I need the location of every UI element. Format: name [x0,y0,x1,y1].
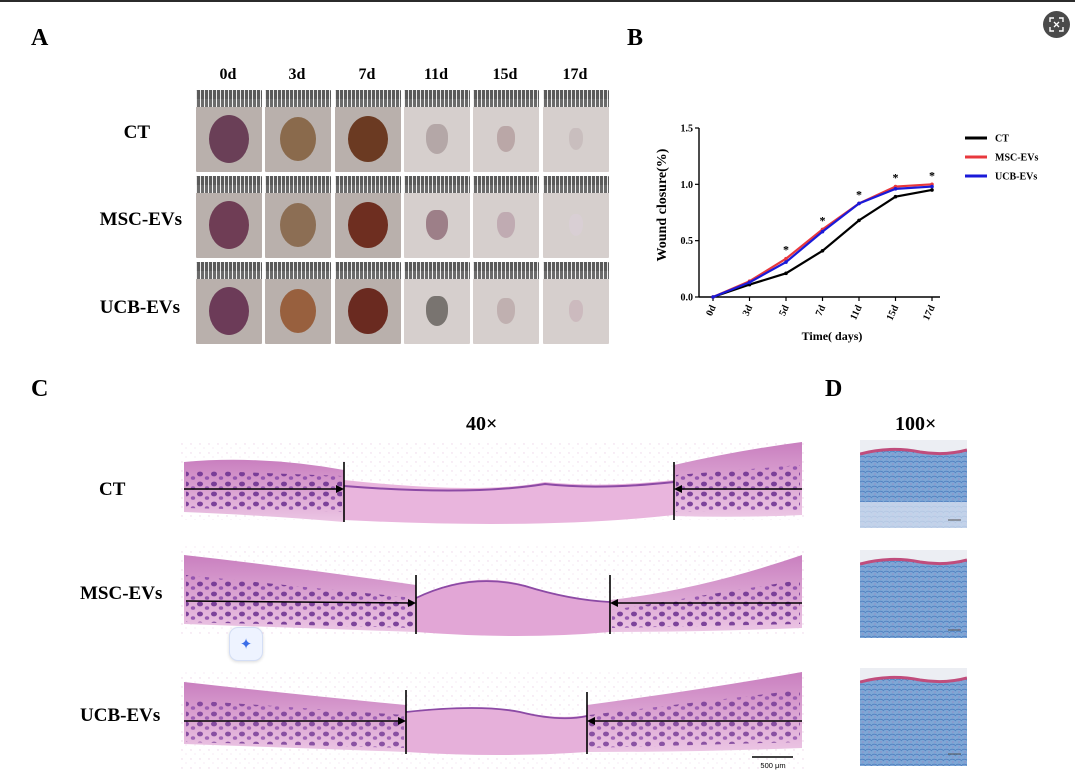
wound-photo [404,176,470,258]
panel-label-a: A [31,25,49,51]
he-section-ucb-evs [180,670,805,770]
timepoint-header: 11d [423,66,448,83]
magnification-label-40x: 40× [466,413,498,435]
wound-photo [265,176,331,258]
panel-label-b: B [627,25,644,51]
wound-photo [473,176,539,258]
wound-photo [404,90,470,172]
wound-photo [543,262,609,344]
wound-photo [196,90,262,172]
group-label: UCB-EVs [80,705,161,726]
wound-photo [196,262,262,344]
wound-photo [196,176,262,258]
trichrome-image [860,668,967,766]
wound-photo [404,262,470,344]
magnification-label-100x: 100× [895,413,937,435]
ai-edit-button[interactable]: ✦ [229,627,263,661]
timepoint-header: 15d [492,66,518,83]
timepoint-header: 7d [358,66,376,83]
wound-photo [265,90,331,172]
wound-photo [473,262,539,344]
wound-photo [335,262,401,344]
group-label: UCB-EVs [99,297,180,318]
group-label: MSC-EVs [80,583,163,604]
timepoint-header: 3d [288,66,306,83]
group-label: CT [99,479,126,500]
group-label: CT [123,122,150,143]
top-border [0,0,1075,2]
wound-photo [335,90,401,172]
timepoint-header: 17d [562,66,588,83]
screenshot-button[interactable] [1043,11,1070,38]
group-label: MSC-EVs [99,209,182,230]
trichrome-image [860,550,967,638]
panel-label-d: D [825,376,843,402]
wound-photo [543,90,609,172]
wound-photo [473,90,539,172]
he-section-ct [180,440,805,524]
screenshot-icon [1049,17,1064,32]
timepoint-header: 0d [219,66,237,83]
scale-bar-label: 500 μm [760,761,785,770]
sparkle-edit-icon: ✦ [239,636,253,653]
wound-photo [265,262,331,344]
wound-photo [543,176,609,258]
panel-label-c: C [31,376,49,402]
trichrome-image [860,440,967,528]
he-section-msc-evs [180,545,805,636]
wound-photo [335,176,401,258]
